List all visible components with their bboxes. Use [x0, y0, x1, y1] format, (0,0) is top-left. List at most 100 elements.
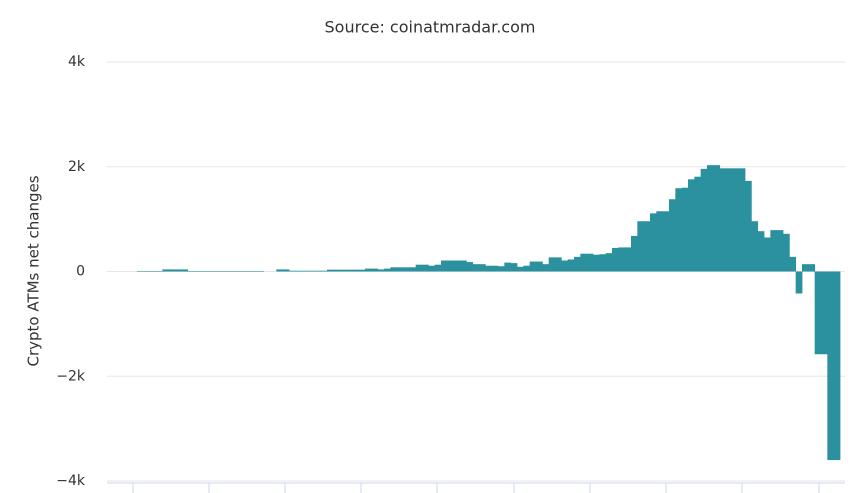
bar	[352, 269, 360, 272]
bar	[624, 247, 632, 272]
bar	[403, 267, 410, 272]
bar	[276, 269, 284, 272]
bar	[257, 270, 265, 272]
bar	[700, 168, 708, 272]
bar	[542, 264, 550, 272]
bar	[580, 253, 588, 272]
bar	[301, 270, 309, 272]
bar	[441, 260, 448, 272]
bar	[358, 269, 366, 272]
bar	[662, 211, 670, 272]
bar	[764, 237, 771, 272]
bar	[447, 260, 455, 272]
y-tick-label: −4k	[56, 473, 86, 489]
bar	[631, 235, 638, 272]
bar	[643, 221, 651, 272]
bar	[504, 262, 512, 272]
bar	[251, 270, 258, 272]
bar	[365, 268, 372, 272]
y-tick-label: 4k	[68, 54, 86, 70]
y-axis-label: Crypto ATMs net changes	[25, 175, 43, 366]
bar	[187, 270, 195, 272]
bar	[149, 270, 157, 272]
bar	[694, 176, 702, 272]
bar	[244, 270, 252, 272]
bar	[415, 264, 423, 272]
bar	[434, 264, 442, 272]
bar	[536, 261, 543, 272]
bar	[745, 180, 752, 272]
bar	[289, 270, 296, 272]
bar	[707, 165, 714, 272]
bar	[681, 187, 689, 272]
bar	[384, 268, 391, 272]
bar	[162, 269, 170, 272]
bar	[498, 266, 505, 272]
bar	[491, 265, 499, 272]
bar	[371, 268, 379, 272]
bar	[510, 263, 518, 272]
bar	[586, 253, 594, 272]
bar	[517, 266, 524, 272]
y-tick-label: −2k	[56, 368, 86, 384]
bar	[232, 270, 239, 272]
bar	[688, 179, 695, 272]
bar	[656, 211, 664, 272]
bar	[206, 270, 214, 272]
bar	[295, 270, 303, 272]
bar	[833, 271, 841, 461]
bar	[339, 269, 347, 272]
bar	[738, 168, 746, 272]
bar	[409, 267, 417, 272]
bar	[194, 270, 201, 272]
bar	[827, 271, 835, 461]
bar	[548, 257, 556, 272]
bar	[320, 270, 328, 272]
bar	[143, 270, 151, 272]
bar	[713, 165, 721, 272]
y-tick-label: 2k	[68, 159, 86, 175]
bar	[802, 264, 809, 272]
bar	[789, 256, 797, 272]
bar	[770, 230, 778, 272]
bar	[282, 269, 290, 272]
bar	[669, 199, 676, 272]
bar	[238, 270, 246, 272]
bar	[618, 247, 626, 272]
bar	[719, 168, 727, 272]
x-axis-ticks	[132, 483, 820, 493]
y-tick-label: 0	[76, 264, 85, 280]
bar	[776, 230, 784, 272]
bar	[605, 253, 613, 272]
bar	[808, 264, 816, 272]
bar	[757, 231, 765, 272]
bar	[333, 269, 341, 272]
bar	[599, 254, 607, 272]
bar	[726, 168, 733, 272]
bar	[529, 261, 537, 272]
bar	[751, 221, 759, 272]
bar	[453, 260, 461, 272]
bar	[472, 264, 480, 272]
bar	[327, 269, 334, 272]
bar	[561, 260, 569, 272]
bar	[675, 188, 683, 272]
bar	[213, 270, 220, 272]
bar	[637, 221, 645, 272]
bar	[732, 168, 740, 272]
bar	[466, 262, 474, 272]
bar	[783, 233, 790, 272]
bar	[377, 269, 385, 272]
bar	[156, 270, 163, 272]
bar	[650, 213, 657, 272]
bar	[612, 247, 619, 272]
bar	[567, 259, 575, 272]
bar	[396, 267, 404, 272]
bar	[181, 269, 189, 272]
bar	[821, 271, 828, 355]
bar	[479, 264, 486, 272]
bar	[795, 271, 803, 294]
bar	[137, 270, 144, 272]
